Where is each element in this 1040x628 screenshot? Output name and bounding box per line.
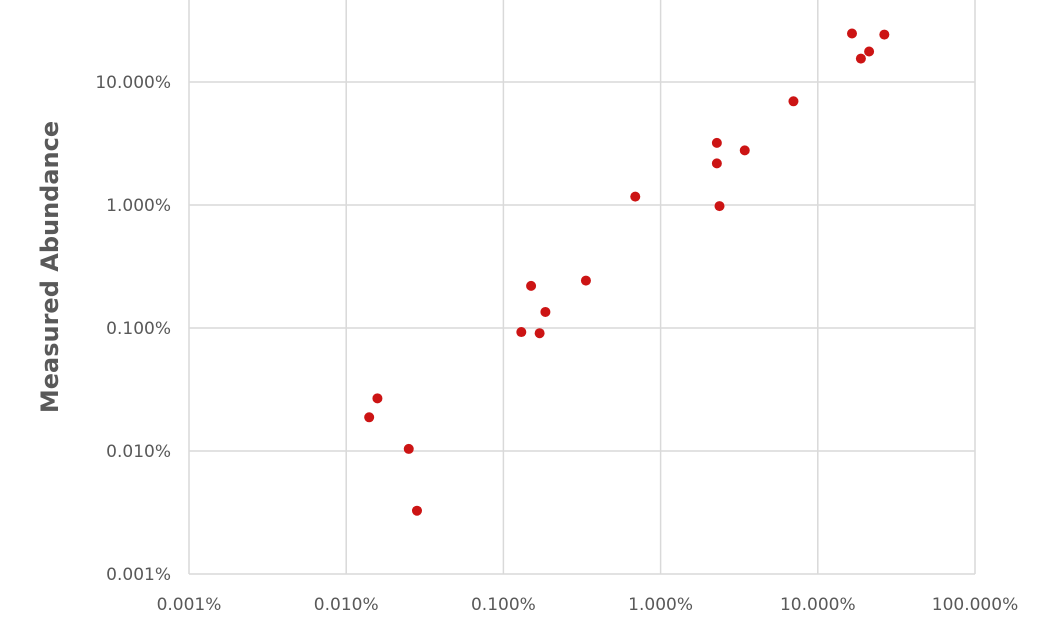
data-point xyxy=(879,29,890,40)
data-point xyxy=(372,393,383,404)
y-tick-label: 10.000% xyxy=(95,73,171,93)
x-tick-label: 100.000% xyxy=(932,595,1018,615)
x-tick-label: 0.001% xyxy=(157,595,222,615)
x-tick-label: 1.000% xyxy=(628,595,693,615)
data-point xyxy=(855,53,866,64)
y-axis-tick-labels: 0.001% 0.010% 0.100% 1.000% 10.000% xyxy=(95,73,171,585)
data-point xyxy=(403,443,414,454)
data-point xyxy=(711,158,722,169)
horizontal-gridlines xyxy=(189,81,975,575)
y-tick-label: 0.100% xyxy=(106,319,171,339)
y-tick-label: 0.001% xyxy=(106,565,171,585)
data-point xyxy=(580,275,591,286)
data-point xyxy=(846,28,857,39)
data-point xyxy=(714,201,725,212)
data-point xyxy=(788,96,799,107)
data-point xyxy=(739,145,750,156)
vertical-gridlines xyxy=(188,0,976,574)
x-axis-tick-labels: 0.001% 0.010% 0.100% 1.000% 10.000% 100.000% xyxy=(157,595,1019,615)
x-tick-label: 0.010% xyxy=(314,595,379,615)
y-tick-label: 0.010% xyxy=(106,442,171,462)
data-point xyxy=(534,328,545,339)
data-point xyxy=(711,137,722,148)
data-point xyxy=(630,191,641,202)
x-tick-label: 10.000% xyxy=(780,595,856,615)
data-point xyxy=(516,327,527,338)
data-point xyxy=(364,412,375,423)
data-point xyxy=(864,46,875,57)
y-tick-label: 1.000% xyxy=(106,196,171,216)
x-tick-label: 0.100% xyxy=(471,595,536,615)
y-axis-title: Measured Abundance xyxy=(36,121,64,413)
data-point xyxy=(411,505,422,516)
data-point xyxy=(540,306,551,317)
data-points xyxy=(364,28,890,516)
data-point xyxy=(526,280,537,291)
